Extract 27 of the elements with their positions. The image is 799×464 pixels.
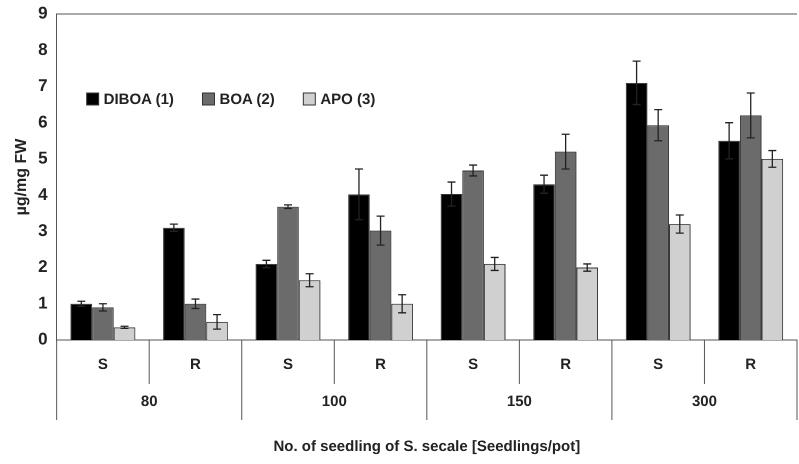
y-tick-label: 3 <box>38 221 48 240</box>
text: 150 <box>506 393 532 410</box>
x-tick-label: R <box>375 356 386 374</box>
x-tick-label: S <box>283 356 294 374</box>
y-tick-label: 7 <box>38 76 48 96</box>
legend-label: APO (3) <box>320 91 376 108</box>
text: 100 <box>322 393 347 410</box>
x-tick-label: S <box>468 356 478 374</box>
y-tick-label: 5 <box>38 148 48 168</box>
y-axis-title: µg/mg FW <box>13 138 30 216</box>
y-tick-label: 0 <box>38 330 48 349</box>
y-tick-label: 4 <box>38 184 48 204</box>
y-tick-label: 2 <box>38 257 48 276</box>
legend-label: BOA (2) <box>219 91 275 108</box>
text: 300 <box>692 393 717 410</box>
x-tick-label: R <box>745 356 756 374</box>
y-tick-label: 6 <box>38 112 48 132</box>
y-tick-label: 1 <box>38 293 48 312</box>
x-tick-label: R <box>560 356 572 374</box>
x-tick-label: S <box>653 356 664 374</box>
x-tick-label: R <box>190 356 202 374</box>
x-tick-label: S <box>98 356 108 374</box>
legend-label: DIBOA (1) <box>104 91 174 108</box>
text: 80 <box>140 393 158 410</box>
y-tick-label: 9 <box>38 4 48 23</box>
x-axis-title: No. of seedling of S. secale [Seedlings/pot] <box>273 438 580 456</box>
y-tick-label: 8 <box>38 40 48 59</box>
